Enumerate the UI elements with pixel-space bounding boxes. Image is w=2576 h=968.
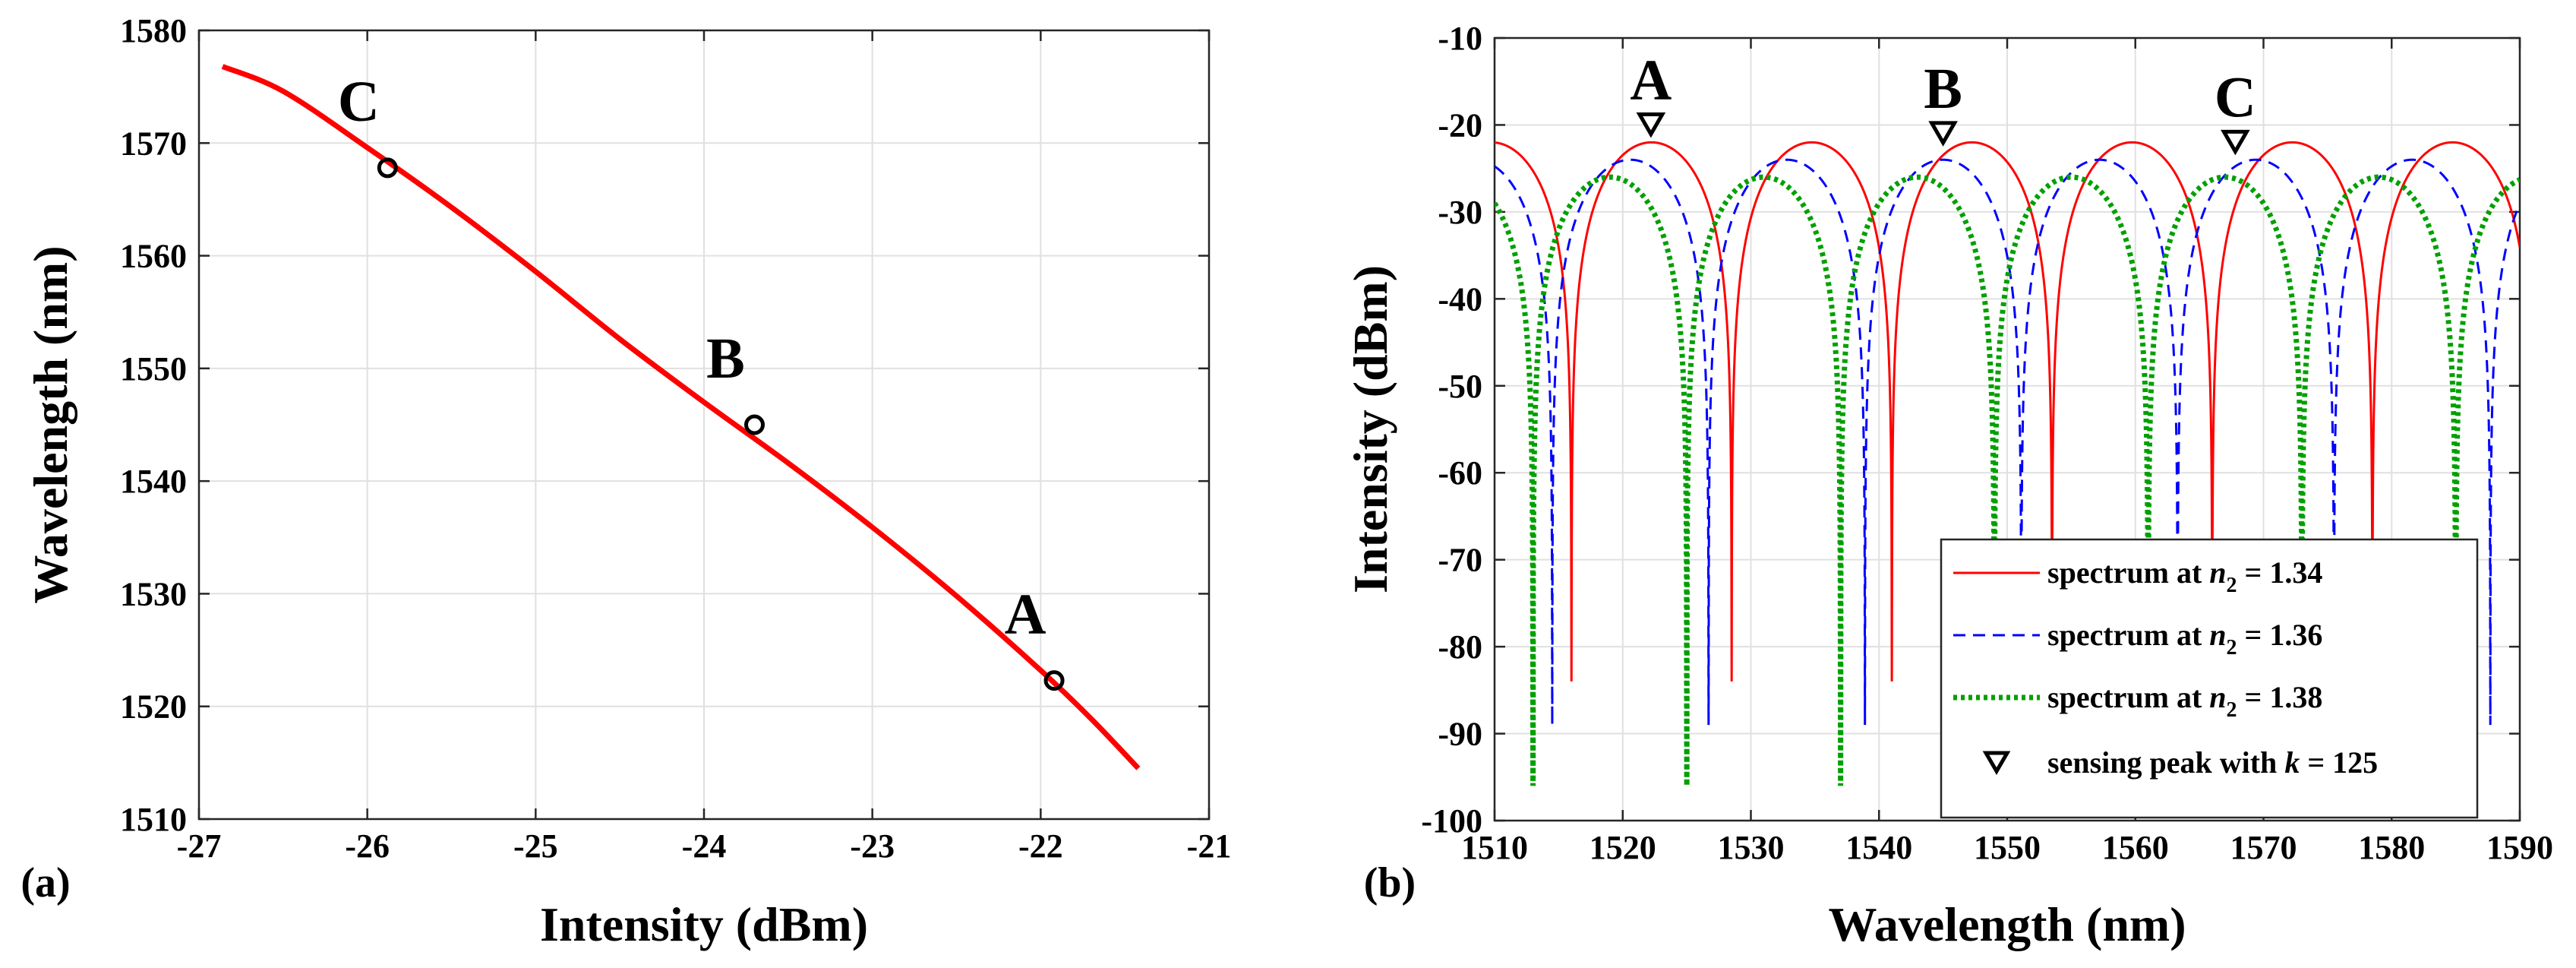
- legend-entry-prefix: spectrum at: [2047, 555, 2209, 590]
- legend-entry-prefix: spectrum at: [2047, 680, 2209, 714]
- legend-peak-var: k: [2284, 745, 2300, 780]
- panel-b-peak-label-A: A: [1630, 48, 1672, 112]
- legend-entry-suffix: = 1.36: [2237, 618, 2323, 652]
- legend-entry-var: n: [2209, 555, 2226, 590]
- panel-a-ytick-label: 1570: [120, 125, 187, 162]
- panel-a-ytick-label: 1560: [120, 238, 187, 275]
- panel-b-xtick-label: 1540: [1845, 829, 1912, 866]
- panel-b-peak-label-B: B: [1924, 57, 1962, 121]
- panel-b-ytick-label: -80: [1438, 628, 1482, 666]
- legend-entry-3: spectrum at n2 = 1.38: [2047, 680, 2322, 722]
- panel-b-xtick-label: 1550: [1974, 829, 2041, 866]
- panel-a-marker-A: [1043, 670, 1065, 691]
- panel-a-marker-C: [377, 157, 398, 179]
- panel-a-xtick-label: -23: [850, 827, 895, 865]
- panel-a-label: (a): [21, 859, 70, 906]
- panel-b-xtick-label: 1560: [2102, 829, 2169, 866]
- panel-b-peak-label-C: C: [2215, 65, 2256, 129]
- panel-b-ytick-label: -90: [1438, 716, 1482, 753]
- panel-a-plot: -27 -26 -25 -24 -23 -22 -21 1510 1520 1530 1540 155…: [21, 12, 1231, 951]
- legend-entry-sub: 2: [2227, 698, 2237, 722]
- panel-b-legend-box: [1940, 538, 2479, 819]
- panel-a-ytick-label: 1550: [120, 350, 187, 388]
- legend-entry-sub: 2: [2227, 574, 2237, 597]
- panel-a-point-label-A: A: [1005, 583, 1046, 647]
- panel-a-ytick-label: 1510: [120, 801, 187, 838]
- panel-a-xtick-label: -24: [682, 827, 727, 865]
- panel-a-xtick-label: -22: [1018, 827, 1063, 865]
- panel-a-xtick-label: -27: [177, 827, 222, 865]
- panel-b-xtick-label: 1530: [1718, 829, 1785, 866]
- panel-b-xtick-label: 1510: [1461, 829, 1528, 866]
- panel-b-ylabel: Intensity (dBm): [1343, 265, 1397, 593]
- panel-a-ytick-label: 1520: [120, 688, 187, 726]
- panel-b-ytick-label: -20: [1438, 106, 1482, 144]
- panel-b-xtick-label: 1520: [1589, 829, 1656, 866]
- legend-entry-suffix: = 1.38: [2237, 680, 2323, 714]
- panel-b-ytick-label: -50: [1438, 368, 1482, 405]
- panel-b-peak-marker-A: [1636, 112, 1666, 138]
- legend-entry-var: n: [2209, 680, 2226, 714]
- panel-b-ytick-label: -100: [1421, 802, 1482, 840]
- panel-a-ylabel: Wavelength (nm): [24, 245, 77, 603]
- panel-b-series-3: [1495, 174, 2520, 786]
- panel-b-xlabel: Wavelength (nm): [1828, 897, 2186, 951]
- legend-entry-1: spectrum at n2 = 1.34: [2047, 555, 2322, 597]
- panel-b-ytick-label: -30: [1438, 194, 1482, 231]
- panel-b-ytick-label: -60: [1438, 454, 1482, 492]
- panel-b-xtick-label: 1590: [2486, 829, 2553, 866]
- panel-b-peak-marker-B: [1928, 121, 1958, 147]
- panel-b-label: (b): [1364, 859, 1416, 906]
- panel-b-xtick-label: 1580: [2358, 829, 2425, 866]
- legend-peak-prefix: sensing peak with: [2047, 745, 2284, 780]
- panel-a-xtick-label: -25: [513, 827, 558, 865]
- legend-entry-suffix: = 1.34: [2237, 555, 2323, 590]
- panel-b-ytick-label: -40: [1438, 280, 1482, 318]
- panel-a-xtick-label: -26: [345, 827, 390, 865]
- legend-entry-peak: sensing peak with k = 125: [2047, 745, 2378, 780]
- panel-a-ytick-label: 1530: [120, 575, 187, 612]
- panel-b-series-2: [1495, 158, 2520, 726]
- panel-a-xlabel: Intensity (dBm): [540, 897, 868, 951]
- panel-a-curve: [221, 64, 1141, 770]
- panel-b-ytick-label: -10: [1438, 20, 1482, 57]
- panel-b-xtick-label: 1570: [2230, 829, 2297, 866]
- panel-a-point-label-C: C: [338, 70, 380, 134]
- panel-a-xtick-label: -21: [1187, 827, 1232, 865]
- legend-entry-prefix: spectrum at: [2047, 618, 2209, 652]
- panel-b-series-1: [1495, 141, 2520, 682]
- legend-entry-sub: 2: [2227, 636, 2237, 660]
- panel-a-ytick-label: 1540: [120, 463, 187, 500]
- panel-b-peak-marker-C: [2221, 129, 2250, 156]
- panel-b-series-group: [1495, 141, 2520, 786]
- legend-entry-2: spectrum at n2 = 1.36: [2047, 618, 2322, 660]
- panel-a-marker-B: [744, 414, 765, 435]
- legend-peak-suffix: = 125: [2300, 745, 2378, 780]
- panel-b-ytick-label: -70: [1438, 542, 1482, 579]
- panel-a-ytick-label: 1580: [120, 12, 187, 49]
- panel-a-point-label-B: B: [706, 327, 745, 391]
- legend-entry-var: n: [2209, 618, 2226, 652]
- panel-b-plot: 1510 1520 1530 1540 1550 1560 1570 1580 1590 -100…: [1343, 20, 2553, 951]
- legend-peak-marker: [1982, 751, 2011, 775]
